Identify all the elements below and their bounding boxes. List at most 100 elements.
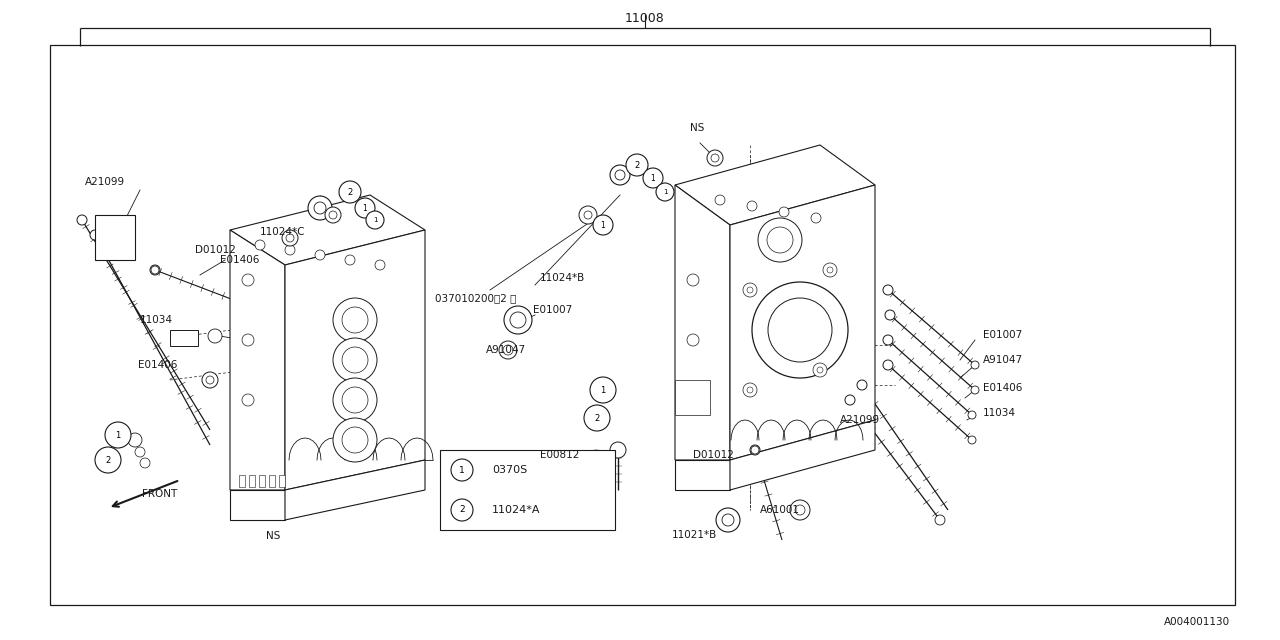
Circle shape [333,298,378,342]
Text: E00812: E00812 [540,450,580,460]
Circle shape [795,505,805,515]
Circle shape [584,405,611,431]
Circle shape [242,334,253,346]
Circle shape [742,383,756,397]
Circle shape [584,211,591,219]
Circle shape [751,446,759,454]
Circle shape [509,312,526,328]
Polygon shape [730,185,876,460]
Text: E01406: E01406 [983,383,1023,393]
Circle shape [342,347,369,373]
Polygon shape [675,185,730,460]
Text: 2: 2 [347,188,352,196]
Circle shape [366,211,384,229]
Circle shape [77,215,87,225]
Circle shape [687,274,699,286]
Text: 11034: 11034 [983,408,1016,418]
Circle shape [968,411,977,419]
Circle shape [285,234,294,242]
Bar [675,380,710,415]
Text: D01012: D01012 [195,245,236,255]
Text: A21099: A21099 [840,415,881,425]
Text: FRONT: FRONT [142,489,178,499]
Circle shape [748,387,753,393]
Circle shape [716,508,740,532]
Circle shape [626,154,648,176]
Circle shape [128,433,142,447]
Circle shape [451,459,474,481]
Circle shape [611,442,626,458]
Text: 1: 1 [362,204,367,212]
Text: A91047: A91047 [983,355,1023,365]
Text: 11024*C: 11024*C [260,227,306,237]
Text: D01012: D01012 [692,450,733,460]
Polygon shape [285,460,425,520]
Text: 1: 1 [600,385,605,394]
Circle shape [972,386,979,394]
Text: E01406: E01406 [220,255,260,265]
Text: 1: 1 [663,189,667,195]
Polygon shape [675,460,730,490]
Circle shape [150,265,160,275]
Circle shape [451,499,474,521]
Circle shape [504,306,532,334]
Text: E01007: E01007 [983,330,1023,340]
Text: E01406: E01406 [138,360,178,370]
Circle shape [780,207,788,217]
Text: 2: 2 [635,161,640,170]
Bar [170,330,198,346]
Circle shape [342,387,369,413]
Polygon shape [230,230,285,490]
Circle shape [753,282,849,378]
Circle shape [657,183,675,201]
Circle shape [325,207,340,223]
Bar [269,475,275,487]
Circle shape [339,181,361,203]
Circle shape [342,307,369,333]
Polygon shape [675,145,876,225]
Circle shape [314,202,326,214]
Text: 11024*B: 11024*B [540,273,585,283]
Circle shape [202,372,218,388]
Circle shape [242,394,253,406]
Circle shape [813,363,827,377]
Text: 11021*B: 11021*B [672,530,717,540]
Text: NS: NS [266,531,280,541]
Text: 1: 1 [460,465,465,474]
Circle shape [207,329,221,343]
Circle shape [722,514,733,526]
Circle shape [768,298,832,362]
Circle shape [346,255,355,265]
Circle shape [105,422,131,448]
Text: A61001: A61001 [760,505,800,515]
Polygon shape [230,195,425,265]
Text: NS: NS [690,123,704,133]
Circle shape [742,283,756,297]
Circle shape [883,360,893,370]
Circle shape [285,245,294,255]
Circle shape [716,195,724,205]
Circle shape [242,274,253,286]
Text: A91047: A91047 [486,345,526,355]
Text: 2: 2 [105,456,110,465]
Circle shape [858,380,867,390]
Circle shape [748,287,753,293]
Circle shape [140,458,150,468]
Text: 11024*A: 11024*A [492,505,540,515]
Circle shape [308,196,332,220]
Circle shape [614,170,625,180]
Circle shape [827,267,833,273]
Circle shape [884,310,895,320]
Circle shape [750,445,760,455]
Bar [239,475,244,487]
Text: 2: 2 [460,506,465,515]
Circle shape [767,227,794,253]
Circle shape [972,361,979,369]
Circle shape [206,376,214,384]
Circle shape [95,447,122,473]
Text: 0370S: 0370S [492,465,527,475]
Circle shape [593,215,613,235]
Circle shape [790,500,810,520]
Circle shape [282,230,298,246]
Circle shape [333,418,378,462]
